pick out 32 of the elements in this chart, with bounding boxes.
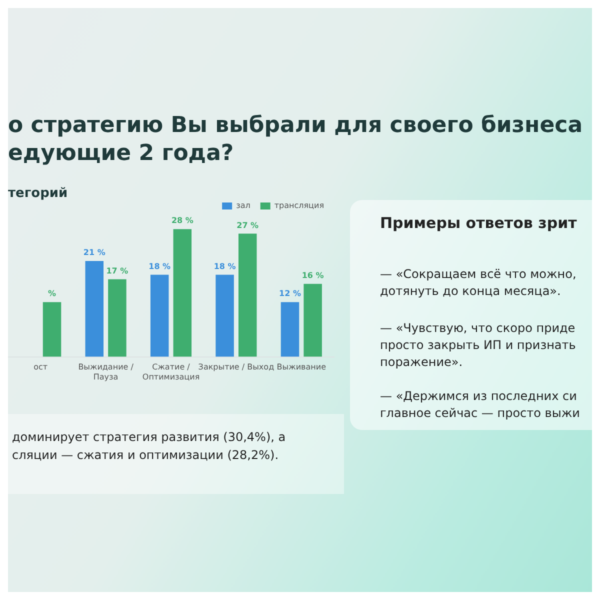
bar bbox=[280, 302, 300, 357]
text: Примеры ответов зрит bbox=[380, 214, 577, 232]
data-label: 17 % bbox=[106, 266, 128, 276]
bar bbox=[108, 279, 126, 357]
bar bbox=[150, 274, 169, 357]
text: доминирует стратегия развития (30,4%), а сляции — сжатия и оптимизации (28,2%). bbox=[12, 429, 286, 464]
x-tick-label: Выживание bbox=[276, 362, 326, 372]
legend-label: зал bbox=[236, 201, 250, 210]
data-label: 18 % bbox=[214, 262, 236, 271]
data-label: % bbox=[48, 289, 56, 298]
text: — «Держимся из последних си главное сейчас — просто выжи bbox=[380, 388, 580, 422]
data-label: 18 % bbox=[148, 262, 171, 271]
bar bbox=[173, 229, 192, 357]
data-label: 28 % bbox=[171, 216, 194, 226]
data-label: 12 % bbox=[279, 289, 301, 298]
x-tick-label: Выжидание / Пауза bbox=[78, 362, 134, 382]
text: — «Чувствую, что скоро приде просто закрыть ИП и признать поражение». bbox=[380, 320, 576, 371]
x-tick-label: Закрытие / Выход bbox=[198, 362, 275, 372]
bar bbox=[216, 274, 234, 357]
bar bbox=[238, 234, 257, 357]
data-label: 27 % bbox=[236, 220, 259, 230]
x-tick-label: Сжатие / Оптимизация bbox=[142, 362, 200, 382]
bar bbox=[42, 302, 62, 357]
data-label: 21 % bbox=[83, 248, 106, 258]
text: — «Сокращаем всё что можно, дотянуть до конца месяца». bbox=[380, 266, 576, 300]
chart-title: о стратегию Вы выбрали для своего бизнеса едующие 2 года? bbox=[8, 112, 583, 168]
legend-label: трансляция bbox=[274, 201, 324, 210]
bar bbox=[85, 261, 104, 357]
data-label: 16 % bbox=[302, 270, 324, 280]
x-tick-label: ост bbox=[34, 362, 48, 372]
chart-subtitle: тегорий bbox=[8, 186, 68, 201]
bar bbox=[304, 284, 322, 357]
